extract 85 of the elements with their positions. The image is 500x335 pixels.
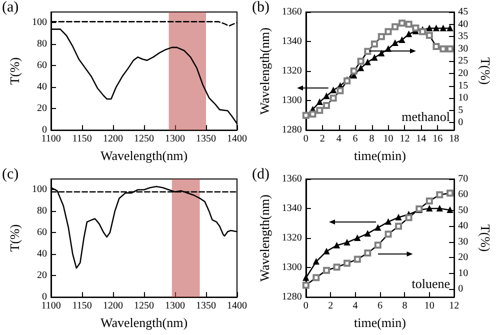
- y-tick-label: 20: [37, 103, 47, 114]
- x-tick-label: 1350: [196, 300, 216, 312]
- x-tick-label: 1100: [41, 134, 61, 145]
- x-tick-label: 14: [416, 134, 426, 145]
- y2-tick-label: 30: [458, 43, 468, 54]
- y-axis-title: Wavelength(nm): [257, 194, 272, 282]
- x-tick-label: 18: [449, 134, 460, 145]
- x-tick-label: 1400: [227, 134, 247, 145]
- y2-tick-label: 40: [458, 18, 468, 30]
- x-tick-label: 10: [383, 134, 394, 145]
- y-tick-label: 80: [37, 38, 47, 50]
- y-tick-label: 1340: [282, 203, 302, 214]
- y2-tick-label: 70: [458, 174, 468, 184]
- y-tick-label: 1320: [282, 232, 302, 244]
- x-axis-title: time(min): [354, 148, 406, 163]
- x-axis-title: time(min): [354, 315, 406, 330]
- y2-tick-label: 15: [458, 80, 468, 92]
- y2-tick-label: 20: [458, 252, 468, 264]
- text: (c): [2, 166, 19, 182]
- annotation: toluene: [412, 276, 450, 291]
- x-tick-label: 16: [432, 134, 443, 145]
- x-tick-label: 1200: [103, 134, 123, 145]
- y-tick-label: 1280: [282, 292, 302, 303]
- text: (b): [252, 0, 270, 16]
- y-tick-label: 1340: [282, 36, 302, 48]
- y-tick-label: 60: [37, 60, 47, 72]
- x-tick-label: 1350: [196, 134, 216, 145]
- y2-axis-title: T(%): [478, 57, 493, 85]
- y-tick-label: 40: [37, 248, 47, 260]
- x-tick-label: 1100: [41, 300, 61, 312]
- x-tick-label: 1250: [134, 300, 154, 312]
- y2-tick-label: 20: [458, 68, 468, 80]
- y-tick-label: 60: [37, 227, 47, 238]
- x-tick-label: 8: [402, 300, 408, 312]
- y-tick-label: 20: [37, 270, 47, 282]
- x-tick-label: 2: [320, 134, 325, 145]
- y2-tick-label: 0: [458, 284, 464, 295]
- y2-tick-label: 25: [458, 56, 468, 67]
- text: (a): [2, 0, 19, 16]
- y2-tick-label: 40: [458, 220, 468, 232]
- y-tick-label: 1280: [282, 124, 302, 136]
- x-axis-title: Wavelength(nm): [100, 315, 188, 330]
- y2-tick-label: 30: [458, 236, 468, 248]
- x-tick-label: 1200: [103, 300, 123, 312]
- y-axis-title: Wavelength(nm): [257, 28, 272, 115]
- y-axis-title: T(%): [7, 57, 22, 85]
- y-tick-label: 100: [32, 17, 47, 28]
- y-tick-label: 1300: [282, 95, 302, 106]
- x-tick-label: 6: [378, 300, 382, 312]
- y-tick-label: 0: [42, 124, 47, 136]
- x-tick-label: 6: [352, 134, 358, 145]
- x-tick-label: 12: [400, 134, 410, 145]
- text: (d): [252, 166, 270, 182]
- y2-tick-label: 45: [458, 6, 468, 18]
- x-tick-label: 1300: [165, 134, 185, 145]
- y2-tick-label: 35: [458, 31, 468, 42]
- x-tick-label: 1300: [165, 300, 185, 312]
- y2-tick-label: 0: [458, 117, 464, 128]
- y-axis-title: T(%): [7, 224, 22, 252]
- y-tick-label: 0: [42, 292, 47, 303]
- x-tick-label: 12: [449, 300, 460, 312]
- y-tick-label: 80: [37, 206, 47, 217]
- y-tick-label: 40: [37, 82, 47, 93]
- x-axis-title: Wavelength(nm): [100, 148, 188, 163]
- x-tick-label: 2: [328, 300, 334, 312]
- y-tick-label: 1300: [282, 262, 302, 274]
- y-tick-label: 1360: [282, 174, 302, 184]
- x-tick-label: 1400: [227, 300, 247, 312]
- y2-axis-title: T(%): [478, 224, 493, 252]
- x-tick-label: 1250: [134, 134, 154, 145]
- x-tick-label: 1150: [72, 300, 92, 312]
- x-tick-label: 1150: [72, 134, 92, 145]
- y2-tick-label: 50: [458, 204, 468, 216]
- y2-tick-label: 60: [458, 189, 468, 200]
- x-tick-label: 8: [369, 134, 374, 145]
- x-tick-label: 4: [336, 134, 342, 145]
- annotation: methanol: [402, 109, 450, 124]
- y2-tick-label: 5: [458, 104, 464, 116]
- y2-tick-label: 10: [458, 92, 468, 104]
- x-tick-label: 4: [352, 300, 358, 312]
- x-tick-label: 10: [424, 300, 434, 312]
- y2-tick-label: 10: [458, 268, 468, 279]
- y-tick-label: 100: [32, 184, 47, 196]
- y-tick-label: 1320: [282, 66, 302, 77]
- y-tick-label: 1360: [282, 6, 302, 18]
